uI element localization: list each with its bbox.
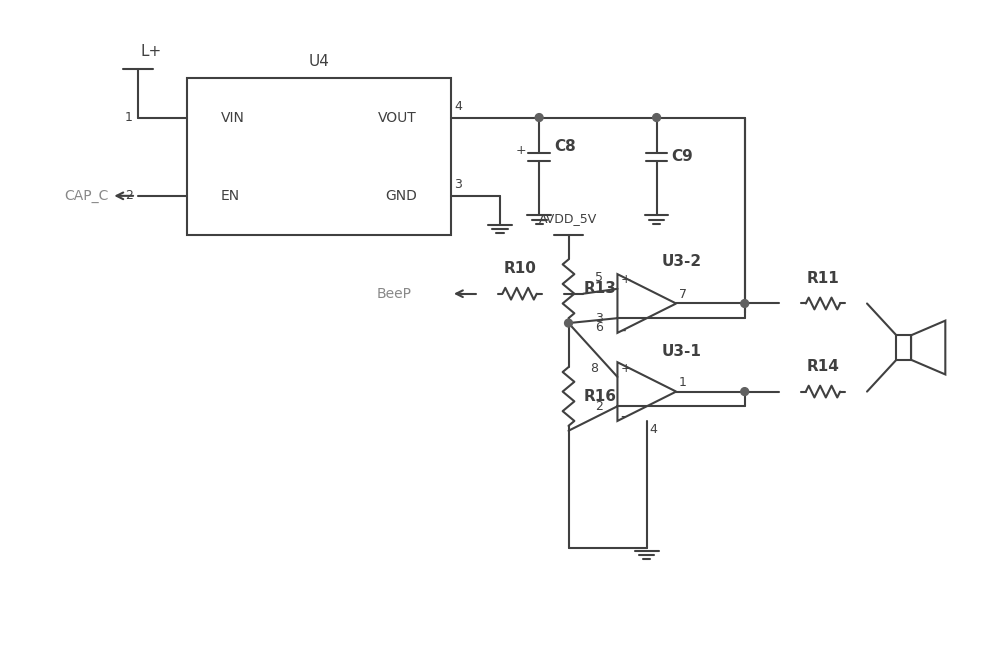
Text: GND: GND: [385, 189, 417, 203]
Text: VOUT: VOUT: [378, 110, 417, 125]
Text: C8: C8: [554, 139, 576, 154]
Text: -: -: [620, 409, 626, 424]
Text: 7: 7: [679, 287, 687, 300]
Text: C9: C9: [671, 149, 693, 164]
Text: 3: 3: [454, 178, 462, 191]
Text: +: +: [515, 144, 526, 157]
Text: 1: 1: [679, 375, 687, 389]
Text: EN: EN: [221, 189, 240, 203]
Text: L+: L+: [141, 44, 162, 59]
Text: 6: 6: [595, 321, 603, 334]
Text: CAP_C: CAP_C: [64, 189, 109, 203]
Text: BeeP: BeeP: [377, 287, 412, 301]
Text: U3-1: U3-1: [661, 344, 701, 359]
Bar: [187, 78, 451, 235]
Text: +: +: [620, 362, 631, 375]
Text: R11: R11: [807, 271, 839, 286]
Text: R14: R14: [807, 359, 839, 374]
Circle shape: [741, 388, 749, 396]
Circle shape: [535, 114, 543, 121]
Circle shape: [565, 319, 572, 327]
Text: U3-2: U3-2: [661, 254, 702, 269]
Text: AVDD_5V: AVDD_5V: [539, 212, 598, 225]
Text: 1: 1: [125, 111, 133, 124]
Circle shape: [653, 114, 661, 121]
Text: -: -: [620, 323, 626, 338]
Text: U4: U4: [308, 54, 329, 69]
Text: 3: 3: [595, 311, 603, 325]
Text: 4: 4: [454, 100, 462, 113]
Text: VIN: VIN: [221, 110, 245, 125]
Text: R13: R13: [583, 281, 616, 296]
Text: 2: 2: [595, 400, 603, 413]
Text: 5: 5: [595, 271, 603, 284]
Text: 2: 2: [125, 189, 133, 202]
Text: 8: 8: [590, 362, 598, 375]
Circle shape: [741, 300, 749, 308]
Bar: [896, 335, 911, 360]
Text: R10: R10: [503, 261, 536, 276]
Text: +: +: [620, 273, 631, 286]
Text: R16: R16: [583, 389, 616, 404]
Text: 4: 4: [650, 423, 658, 436]
